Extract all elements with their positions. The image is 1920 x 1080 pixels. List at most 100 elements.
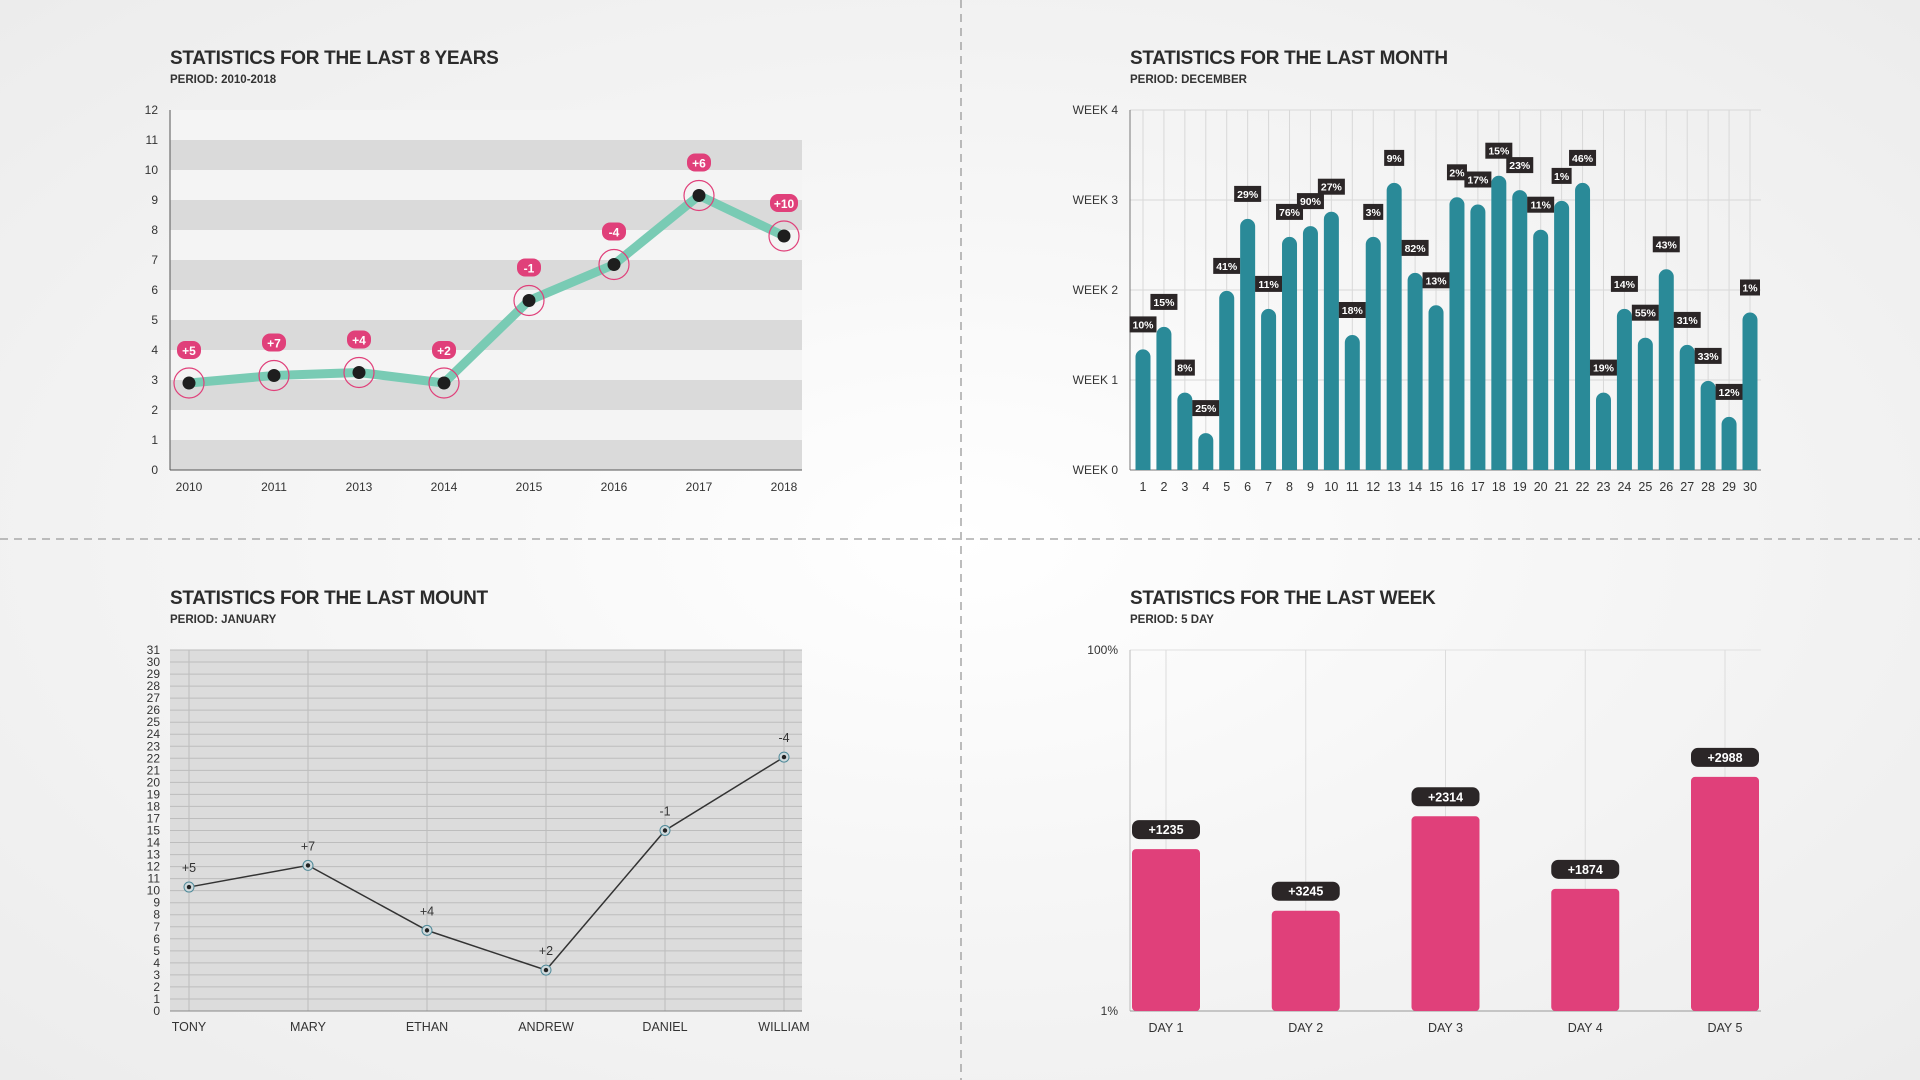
chart3-ytick-label: 15 xyxy=(147,824,161,838)
chart2-data-label: 41% xyxy=(1216,261,1238,273)
chart3-ytick-label: 18 xyxy=(147,799,161,813)
chart2-bar xyxy=(1386,182,1402,470)
chart4-xtick-label: DAY 1 xyxy=(1149,1021,1184,1035)
chart2-bar xyxy=(1742,312,1758,470)
chart2-label-box xyxy=(1715,383,1743,400)
chart2-xtick-label: 8 xyxy=(1286,480,1293,494)
chart2-label-box xyxy=(1401,239,1429,256)
chart3-ytick-label: 7 xyxy=(153,920,160,934)
chart1-point xyxy=(777,229,791,243)
chart3-ytick-label: 3 xyxy=(153,968,160,982)
chart3-ytick-label: 12 xyxy=(147,860,161,874)
chart4-subtitle: PERIOD: 5 DAY xyxy=(1130,614,1214,626)
chart2-label-box xyxy=(1610,275,1638,292)
chart2-label-box xyxy=(1384,149,1405,166)
chart2-bar xyxy=(1282,236,1298,470)
chart2-bar xyxy=(1470,204,1486,471)
chart3-ytick-label: 11 xyxy=(148,872,161,886)
chart3-point-label: +7 xyxy=(301,839,315,853)
chart2-bar xyxy=(1177,392,1193,470)
chart1-title: STATISTICS FOR THE LAST 8 YEARS xyxy=(170,48,499,69)
chart3-ytick-label: 13 xyxy=(147,848,161,862)
chart2-xtick-label: 11 xyxy=(1346,480,1359,494)
chart2-bar xyxy=(1219,290,1235,470)
chart2-data-label: 18% xyxy=(1342,305,1364,317)
chart3-ytick-label: 26 xyxy=(147,703,161,717)
chart2-data-label: 23% xyxy=(1509,160,1531,172)
chart3-ytick-label: 5 xyxy=(153,944,160,958)
chart3-xtick-label: ETHAN xyxy=(406,1020,448,1034)
chart1-ytick-label: 4 xyxy=(151,343,158,357)
chart2-data-label: 15% xyxy=(1488,146,1510,158)
chart1-point xyxy=(182,376,196,390)
chart2-ytick-label: WEEK 3 xyxy=(1073,193,1119,207)
chart2-xtick-label: 9 xyxy=(1307,480,1314,494)
chart2-data-label: 55% xyxy=(1635,308,1657,320)
chart1-point-ring xyxy=(513,284,545,317)
chart3-ytick-label: 20 xyxy=(147,775,161,789)
chart4-label-pill xyxy=(1271,881,1340,901)
chart3-ytick-label: 10 xyxy=(147,884,161,898)
chart3-subtitle: PERIOD: JANUARY xyxy=(170,614,277,626)
chart1-label-pill xyxy=(602,222,626,241)
chart3-ytick-label: 28 xyxy=(147,679,161,693)
chart2-label-box xyxy=(1213,257,1241,274)
chart2-data-label: 25% xyxy=(1195,403,1217,415)
chart2-label-box xyxy=(1673,311,1701,328)
chart2-bar xyxy=(1616,308,1632,470)
chart4-bar xyxy=(1551,888,1620,1011)
chart1-subtitle: PERIOD: 2010-2018 xyxy=(170,74,277,86)
chart2-ytick-label: WEEK 2 xyxy=(1073,283,1119,297)
chart1-point-label: +10 xyxy=(774,197,795,211)
chart3-xtick-label: DANIEL xyxy=(642,1020,687,1034)
chart1-point xyxy=(522,294,536,307)
chart1-ytick-label: 2 xyxy=(151,403,158,417)
chart3-ytick-label: 9 xyxy=(153,896,160,910)
chart2-bar xyxy=(1700,380,1716,470)
chart2-title: STATISTICS FOR THE LAST MONTH xyxy=(1130,48,1448,69)
chart4-xtick-label: DAY 3 xyxy=(1428,1021,1463,1035)
chart2-bar xyxy=(1407,272,1423,470)
chart1-ytick-label: 7 xyxy=(151,253,158,267)
chart3-ytick-label: 24 xyxy=(147,727,161,741)
chart1-ytick-label: 5 xyxy=(151,313,158,327)
chart2-label-box xyxy=(1740,279,1760,296)
chart1-ytick-label: 12 xyxy=(145,103,159,117)
chart2-data-label: 10% xyxy=(1132,319,1154,331)
chart1-point xyxy=(607,258,621,271)
chart2-label-box xyxy=(1363,203,1384,220)
chart1-xtick-label: 2014 xyxy=(431,480,458,494)
chart2-data-label: 17% xyxy=(1467,175,1489,187)
chart2-data-label: 15% xyxy=(1153,297,1175,309)
chart4-title: STATISTICS FOR THE LAST WEEK xyxy=(1130,588,1436,609)
chart2-data-label: 43% xyxy=(1656,239,1678,251)
chart3-series-line xyxy=(188,756,785,971)
chart2-data-label: 1% xyxy=(1554,171,1570,183)
chart3-ytick-label: 4 xyxy=(153,956,160,970)
chart4-label-pill xyxy=(1132,820,1200,840)
chart3-point xyxy=(186,884,192,890)
chart2-bar xyxy=(1198,433,1214,470)
chart2-data-label: 76% xyxy=(1279,207,1301,219)
chart4-ytick-label: 1% xyxy=(1101,1004,1119,1018)
chart4-bar xyxy=(1691,776,1759,1011)
chart1-point-label: +6 xyxy=(692,157,706,171)
chart2-xtick-label: 20 xyxy=(1534,480,1548,494)
chart1-label-pill xyxy=(517,258,541,277)
chart1-point-ring xyxy=(343,356,375,389)
chart2-data-label: 11% xyxy=(1258,279,1279,291)
chart2-label-box xyxy=(1150,293,1178,310)
chart2-xtick-label: 5 xyxy=(1223,480,1230,494)
chart1-point-label: +5 xyxy=(182,344,196,358)
chart1-label-pill xyxy=(687,153,711,172)
chart2-xtick-label: 4 xyxy=(1202,480,1209,494)
chart2-xtick-label: 7 xyxy=(1265,480,1272,494)
chart2-label-box xyxy=(1446,164,1467,181)
chart4-data-label: +2988 xyxy=(1707,751,1742,765)
chart3-ytick-label: 8 xyxy=(153,908,160,922)
chart4-data-label: +3245 xyxy=(1288,885,1323,899)
chart1-xtick-label: 2018 xyxy=(771,480,798,494)
chart1-point-label: +7 xyxy=(267,337,281,351)
chart2-label-box xyxy=(1569,149,1597,166)
